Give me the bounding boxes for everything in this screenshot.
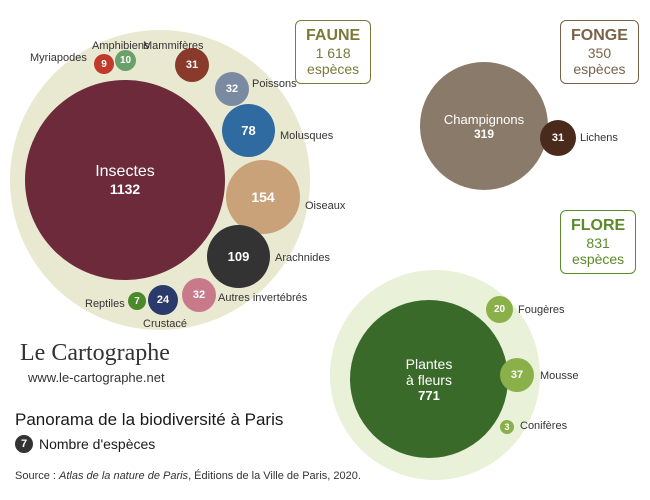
faune-mammiferes: 31 [175, 48, 209, 82]
circle-value: 9 [101, 59, 107, 70]
fonge-champignons: Champignons319 [420, 62, 548, 190]
category-fonge: FONGE350espèces [560, 20, 639, 84]
category-faune: FAUNE1 618espèces [295, 20, 371, 84]
flore-fougeres: 20 [486, 296, 513, 323]
circle-value: 32 [226, 83, 238, 95]
source-prefix: Source : [15, 470, 59, 482]
ext-label-amphibiens: Amphibiens [92, 40, 149, 52]
faune-oiseaux: 154 [226, 160, 300, 234]
circle-value: 37 [511, 369, 523, 381]
ext-label-lichens: Lichens [580, 132, 618, 144]
circle-value: 7 [134, 296, 140, 307]
ext-label-crustace: Crustacé [143, 318, 187, 330]
ext-label-mammiferes: Mammifères [143, 40, 204, 52]
circle-value: 154 [251, 189, 274, 205]
category-count: 350 [571, 45, 628, 61]
circle-value: 319 [474, 127, 494, 141]
ext-label-poissons: Poissons [252, 78, 297, 90]
ext-label-fougeres: Fougères [518, 304, 564, 316]
circle-value: 78 [241, 123, 255, 138]
source-suffix: , Éditions de la Ville de Paris, 2020. [188, 470, 361, 482]
fonge-lichens: 31 [540, 120, 576, 156]
category-title: FLORE [571, 217, 625, 235]
circle-value: 10 [120, 55, 131, 66]
flore-plantes: Plantes à fleurs771 [350, 300, 508, 458]
faune-poissons: 32 [215, 72, 249, 106]
category-count: 831 [571, 235, 625, 251]
ext-label-molusques: Molusques [280, 130, 333, 142]
faune-amphibiens: 10 [115, 50, 136, 71]
flore-mousse: 37 [500, 358, 534, 392]
category-unit: espèces [306, 61, 360, 77]
circle-value: 109 [228, 249, 250, 264]
faune-reptiles: 7 [128, 292, 146, 310]
faune-insectes: Insectes1132 [25, 80, 225, 280]
footer-legend: 7 Nombre d'espèces [15, 435, 155, 453]
logo-url: www.le-cartographe.net [28, 370, 165, 385]
ext-label-myriapodes: Myriapodes [30, 52, 87, 64]
source-title: Atlas de la nature de Paris [59, 470, 188, 482]
faune-molusques: 78 [222, 104, 275, 157]
circle-label: Plantes à fleurs [406, 356, 453, 388]
footer-source: Source : Atlas de la nature de Paris, Éd… [15, 470, 361, 482]
ext-label-coniferes: Conifères [520, 420, 567, 432]
ext-label-mousse: Mousse [540, 370, 579, 382]
ext-label-invertebres: Autres invertébrés [218, 292, 307, 304]
circle-label: Insectes [95, 163, 155, 181]
faune-arachnides: 109 [207, 225, 270, 288]
category-title: FONGE [571, 27, 628, 45]
category-unit: espèces [571, 61, 628, 77]
category-count: 1 618 [306, 45, 360, 61]
circle-value: 24 [157, 294, 169, 306]
legend-bubble: 7 [15, 435, 33, 453]
faune-crustace: 24 [148, 285, 178, 315]
circle-value: 32 [193, 289, 205, 301]
circle-label: Champignons [444, 112, 524, 127]
flore-coniferes: 3 [500, 420, 514, 434]
category-unit: espèces [571, 251, 625, 267]
circle-value: 771 [418, 388, 440, 403]
circle-value: 1132 [110, 181, 140, 197]
circle-value: 31 [552, 132, 564, 144]
faune-myriapodes: 9 [94, 54, 114, 74]
faune-invertebres: 32 [182, 278, 216, 312]
circle-value: 20 [494, 304, 505, 315]
ext-label-reptiles: Reptiles [85, 298, 125, 310]
circle-value: 3 [504, 422, 509, 432]
logo-text: Le Cartographe [20, 340, 170, 367]
circle-value: 31 [186, 59, 198, 71]
legend-text: Nombre d'espèces [39, 436, 155, 452]
ext-label-arachnides: Arachnides [275, 252, 330, 264]
category-flore: FLORE831espèces [560, 210, 636, 274]
footer-title: Panorama de la biodiversité à Paris [15, 410, 283, 430]
category-title: FAUNE [306, 27, 360, 45]
ext-label-oiseaux: Oiseaux [305, 200, 345, 212]
